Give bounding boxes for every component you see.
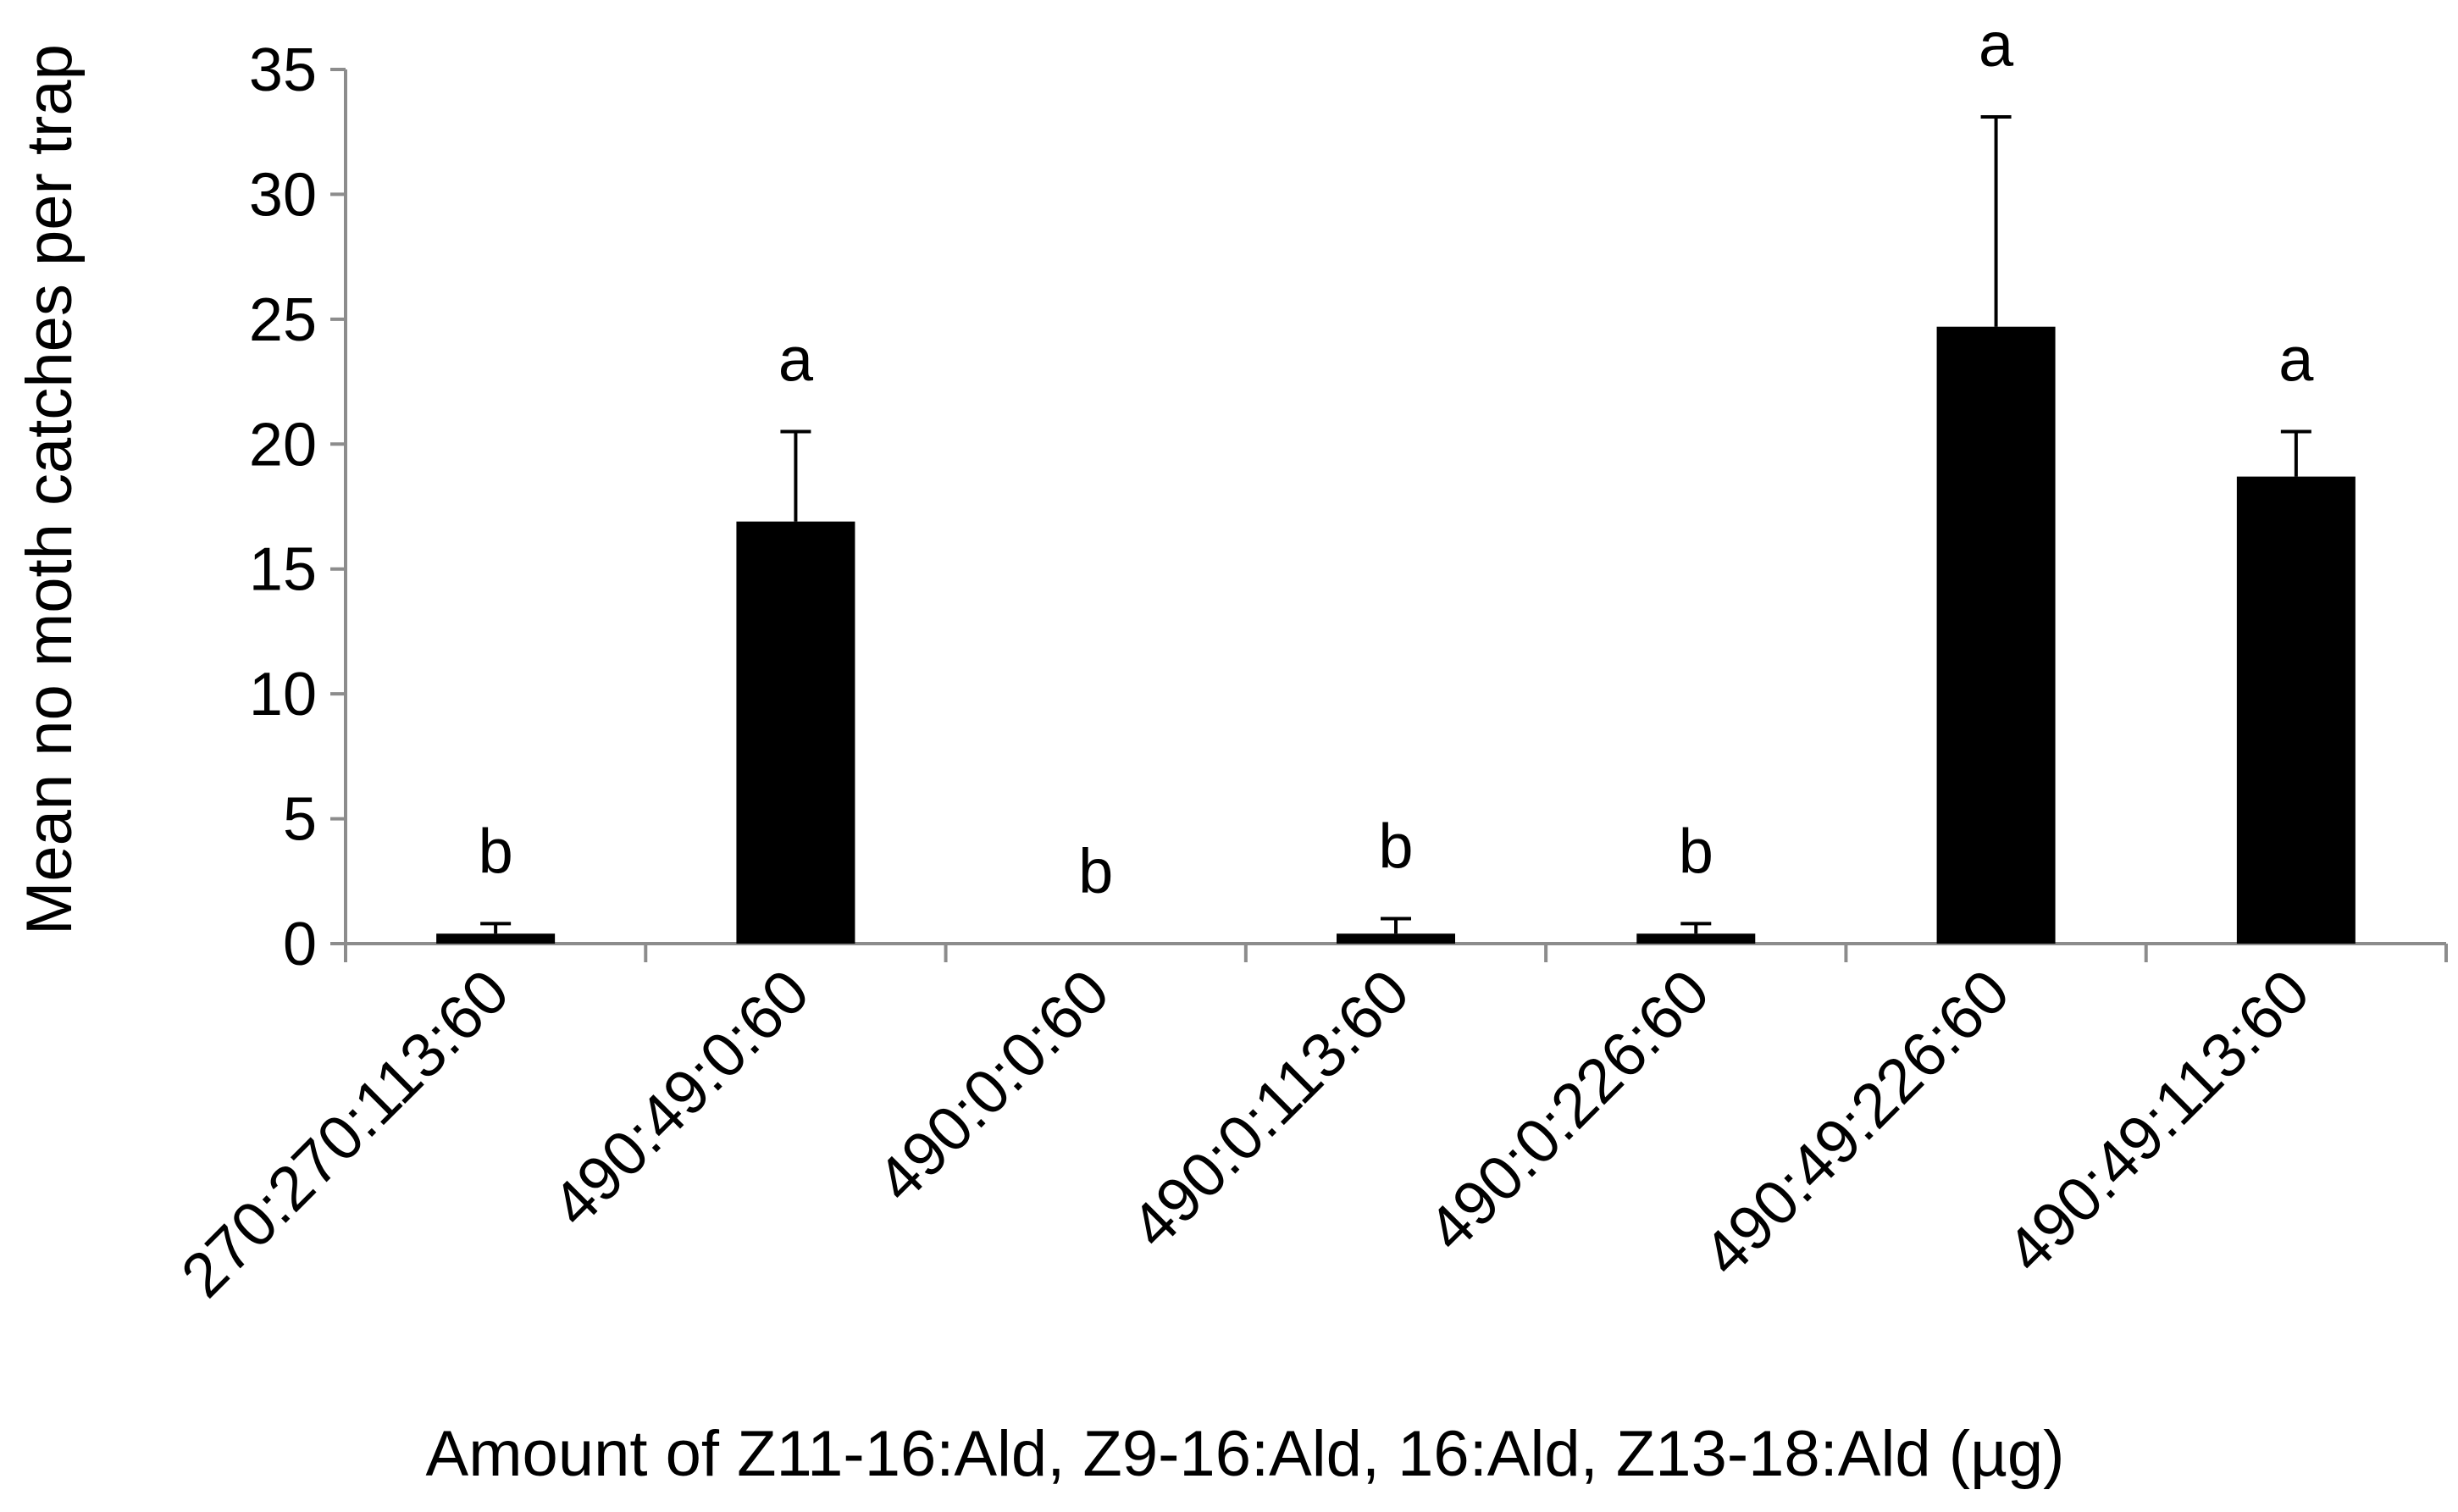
significance-labels: b a b b b a a — [479, 9, 2315, 906]
significance-label: b — [1378, 811, 1413, 882]
category-label: 490:49:226:60 — [1690, 956, 2023, 1289]
bar — [736, 521, 855, 944]
significance-label: b — [479, 816, 513, 886]
x-axis — [344, 942, 2448, 962]
bar — [1337, 933, 1455, 944]
y-axis: 0 5 10 15 20 25 30 35 — [249, 36, 347, 978]
bar — [2236, 476, 2356, 944]
y-tick-label: 20 — [249, 411, 317, 479]
significance-label: b — [1078, 836, 1113, 906]
y-tick-label: 5 — [283, 786, 317, 854]
bar — [436, 933, 556, 944]
y-tick-label: 25 — [249, 286, 317, 354]
y-tick-label: 10 — [249, 661, 317, 728]
category-label: 490:0:113:60 — [1117, 956, 1422, 1261]
significance-label: a — [1979, 9, 2014, 80]
category-label: 490:49:0:60 — [539, 956, 822, 1240]
x-axis-title: Amount of Z11-16:Ald, Z9-16:Ald, 16:Ald,… — [426, 1418, 2065, 1490]
category-labels: 270:270:113:60 490:49:0:60 490:0:0:60490:0… — [168, 956, 2322, 1311]
category-label: 270:270:113:60 — [168, 956, 523, 1311]
y-tick-label: 0 — [283, 911, 317, 978]
category-label: 490:0:226:60 — [1414, 956, 1722, 1265]
error-bars — [480, 115, 2311, 934]
y-tick-label: 35 — [249, 36, 317, 104]
significance-label: b — [1679, 816, 1713, 886]
significance-label: a — [778, 324, 814, 395]
category-label: 490:0:0:60 — [863, 956, 1122, 1216]
y-tick-label: 15 — [249, 536, 317, 604]
bars — [436, 326, 2356, 944]
bar — [1936, 326, 2056, 944]
y-axis-title: Mean no moth catches per trap — [14, 44, 86, 935]
significance-label: a — [2278, 324, 2314, 395]
bar — [1636, 933, 1756, 944]
y-tick-label: 30 — [249, 161, 317, 229]
category-label: 490:49:113:60 — [1993, 956, 2322, 1286]
